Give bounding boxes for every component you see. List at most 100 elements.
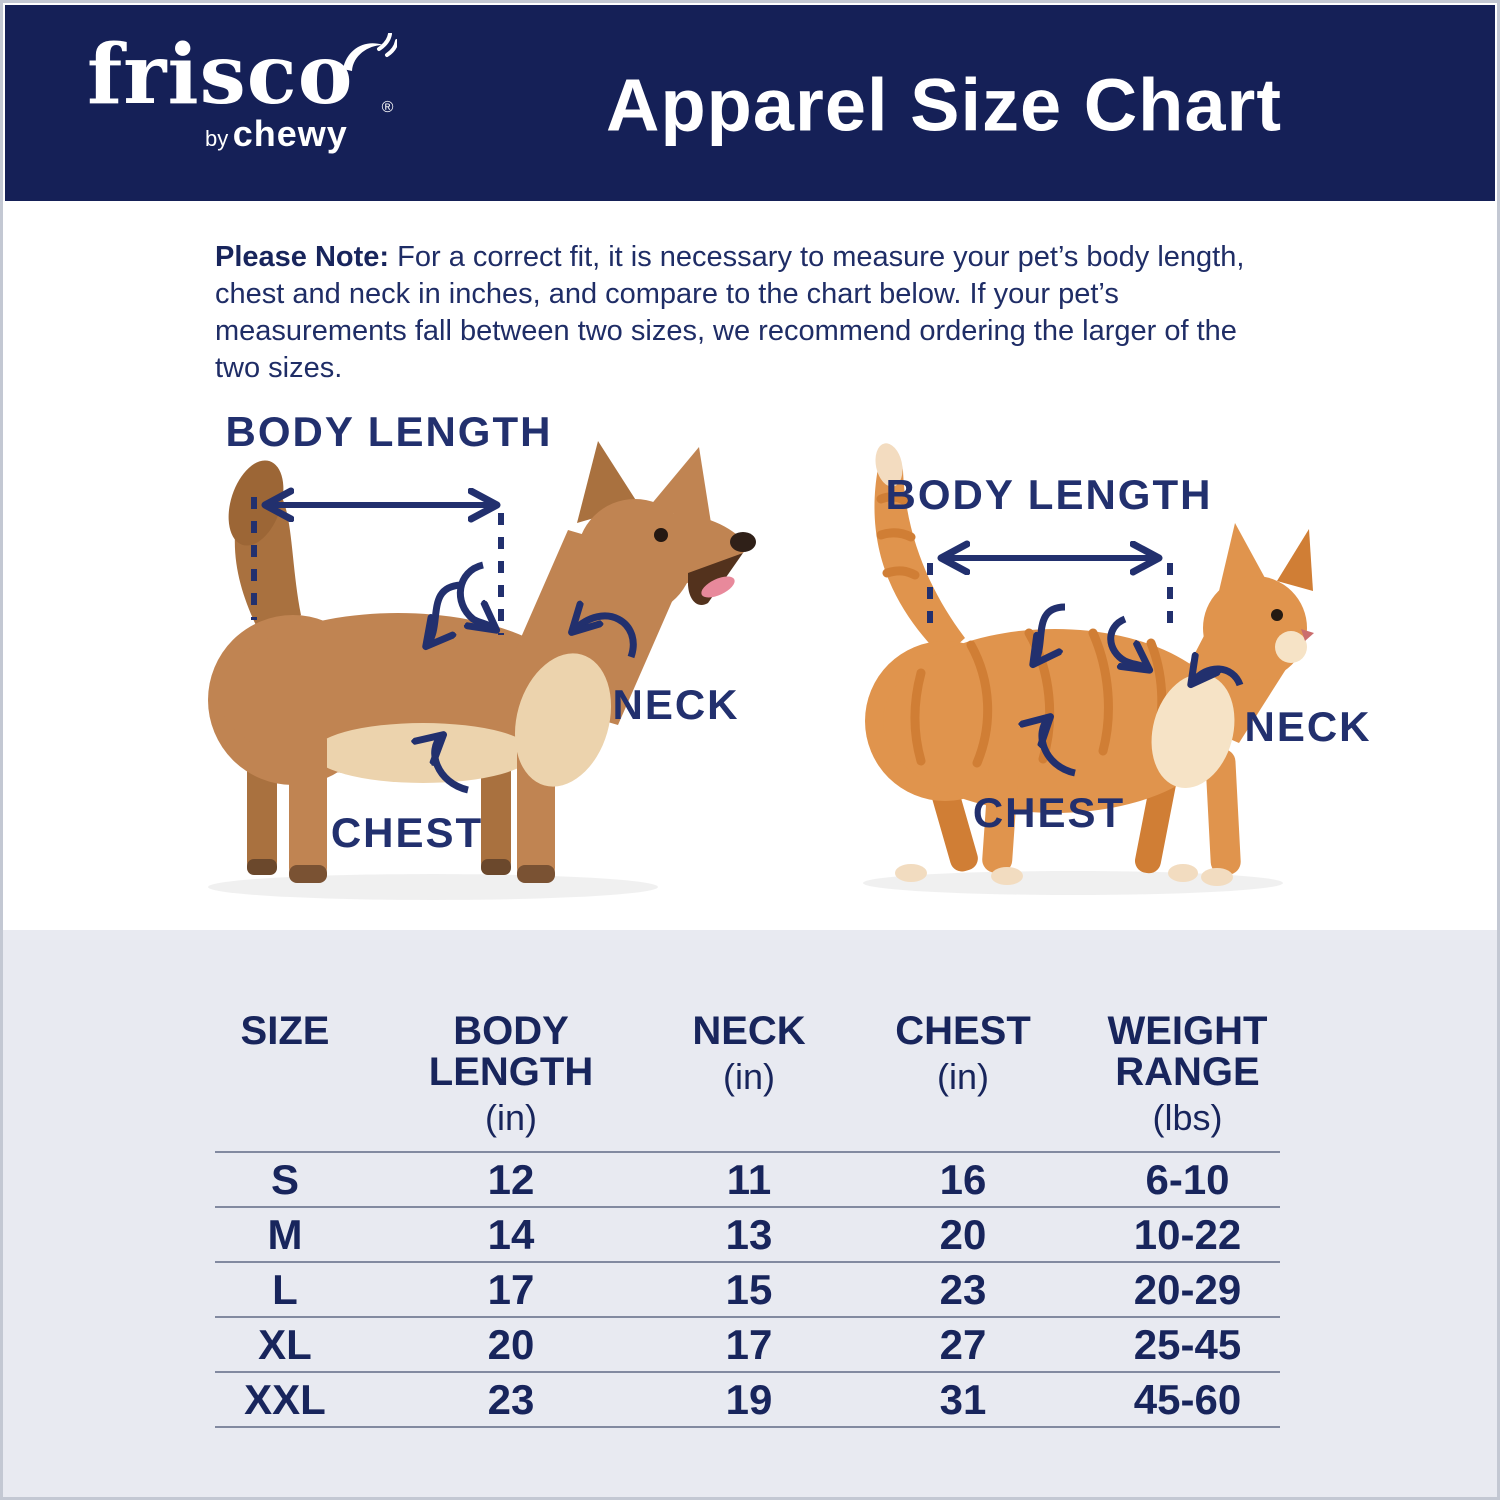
dog-shoulder-loop-arrow	[456, 561, 495, 629]
column-header-weight-range: WEIGHT RANGE (lbs)	[1107, 1009, 1268, 1138]
table-row-xl: XL 20 17 27 25-45	[215, 1318, 1280, 1371]
cat-annotations	[927, 558, 1244, 777]
cell-body-length: 23	[487, 1375, 535, 1423]
dog-shadow	[208, 874, 658, 900]
cell-chest: 20	[939, 1210, 987, 1258]
dog-paw	[481, 859, 511, 875]
cell-body-length: 20	[487, 1320, 535, 1368]
cell-weight-range: 45-60	[1133, 1375, 1242, 1423]
table-divider	[215, 1261, 1280, 1263]
dog-measurement-diagram: BODY LENGTH NECK CHEST	[208, 408, 756, 900]
cell-size: S	[270, 1155, 299, 1203]
cat-neck-label: NECK	[1244, 703, 1371, 750]
cat-withers-curve-arrow	[1034, 603, 1066, 663]
table-row-l: L 17 15 23 20-29	[215, 1263, 1280, 1316]
header-banner: frisco ® by chewy Apparel Size Chart	[5, 5, 1495, 201]
dog-ear-right	[649, 447, 711, 523]
dog-body-length-label: BODY LENGTH	[226, 408, 553, 455]
table-divider	[215, 1206, 1280, 1208]
cell-chest: 23	[939, 1265, 987, 1313]
cell-weight-range: 25-45	[1133, 1320, 1242, 1368]
cat-rear-leg-near	[982, 758, 1019, 873]
dog-muzzle	[668, 513, 747, 591]
cat-ear-left	[1219, 523, 1265, 591]
dog-belly	[313, 723, 533, 783]
dog-chest-patch	[514, 653, 612, 787]
column-header-chest: CHEST (in)	[895, 1009, 1031, 1097]
table-row-xxl: XXL 23 19 31 45-60	[215, 1373, 1280, 1426]
dog-rear-leg-near	[289, 725, 327, 883]
cat-paw	[991, 867, 1023, 885]
frisco-logo: frisco ® by chewy	[87, 31, 398, 155]
dog-eye	[654, 528, 668, 542]
table-divider	[215, 1371, 1280, 1373]
cell-size: XL	[258, 1320, 312, 1368]
byline: by chewy	[87, 113, 353, 155]
column-header-body-length: BODY LENGTH (in)	[428, 1009, 594, 1138]
frisco-wordmark: frisco	[87, 27, 354, 123]
cat-paw	[1201, 868, 1233, 886]
cell-neck: 11	[726, 1155, 772, 1203]
cell-chest: 27	[939, 1320, 987, 1368]
dog-paw	[289, 865, 327, 883]
cat-ear-right	[1277, 529, 1313, 591]
fit-note: Please Note: For a correct fit, it is ne…	[215, 239, 1250, 387]
cat-tail-tip	[875, 443, 903, 487]
column-header-neck: NECK (in)	[692, 1009, 806, 1097]
size-table: SIZE BODY LENGTH (in) NECK (in) CHEST (i…	[215, 1011, 1280, 1428]
cat-shoulder-loop-arrow	[1107, 615, 1148, 669]
cell-body-length: 12	[487, 1155, 535, 1203]
dog-neck-label: NECK	[612, 681, 739, 728]
cell-chest: 16	[939, 1155, 987, 1203]
dog-withers-curve-arrow	[427, 581, 462, 645]
size-table-section: SIZE BODY LENGTH (in) NECK (in) CHEST (i…	[3, 930, 1497, 1497]
cat-chest-curve-arrow	[1042, 718, 1076, 777]
cat-body-length-label: BODY LENGTH	[886, 471, 1213, 518]
cat-front-leg-near	[1205, 748, 1241, 875]
cell-neck: 19	[725, 1375, 773, 1423]
dog-neck-curve-arrow	[573, 616, 637, 659]
byline-prefix: by	[205, 126, 229, 151]
fit-note-label: Please Note:	[215, 241, 390, 273]
dog-paw	[247, 859, 277, 875]
dog-head	[577, 499, 693, 615]
registered-mark: ®	[381, 99, 394, 116]
cat-measurement-diagram: BODY LENGTH NECK CHEST	[863, 443, 1371, 895]
cat-chest-label: CHEST	[973, 789, 1125, 836]
cell-chest: 31	[939, 1375, 987, 1423]
chewy-wordmark: chewy	[232, 113, 348, 154]
cat-head	[1203, 576, 1307, 680]
cell-body-length: 17	[487, 1265, 535, 1313]
cell-neck: 13	[725, 1210, 773, 1258]
table-row-s: S 12 11 16 6-10	[215, 1153, 1280, 1206]
cell-size: XXL	[244, 1375, 326, 1423]
table-divider	[215, 1316, 1280, 1318]
cat-paw	[895, 864, 927, 882]
cell-size: M	[267, 1210, 303, 1258]
dog-chest-label: CHEST	[331, 809, 483, 856]
cat-eye	[1271, 609, 1283, 621]
cat-chest-patch	[1151, 674, 1235, 788]
cat-illustration	[863, 443, 1314, 895]
cell-weight-range: 20-29	[1133, 1265, 1242, 1313]
dog-chest-curve-arrow	[435, 736, 469, 794]
cell-neck: 17	[725, 1320, 773, 1368]
column-header-size: SIZE	[240, 1009, 330, 1053]
cell-weight-range: 10-22	[1133, 1210, 1242, 1258]
table-row-m: M 14 13 20 10-22	[215, 1208, 1280, 1261]
fit-note-text: For a correct fit, it is necessary to me…	[215, 241, 1245, 384]
cat-nose	[1301, 629, 1314, 641]
cell-size: L	[272, 1265, 298, 1313]
table-header-row: SIZE BODY LENGTH (in) NECK (in) CHEST (i…	[215, 1011, 1280, 1151]
page-title: Apparel Size Chart	[606, 63, 1282, 147]
dog-paw	[517, 865, 555, 883]
cell-neck: 15	[725, 1265, 773, 1313]
cat-tail	[874, 454, 965, 658]
cat-paw	[1168, 864, 1198, 882]
dog-annotations	[251, 497, 637, 794]
cat-neck-curve-arrow	[1192, 669, 1244, 685]
swoosh-icon	[343, 33, 398, 71]
table-divider	[215, 1426, 1280, 1428]
cell-body-length: 14	[487, 1210, 535, 1258]
